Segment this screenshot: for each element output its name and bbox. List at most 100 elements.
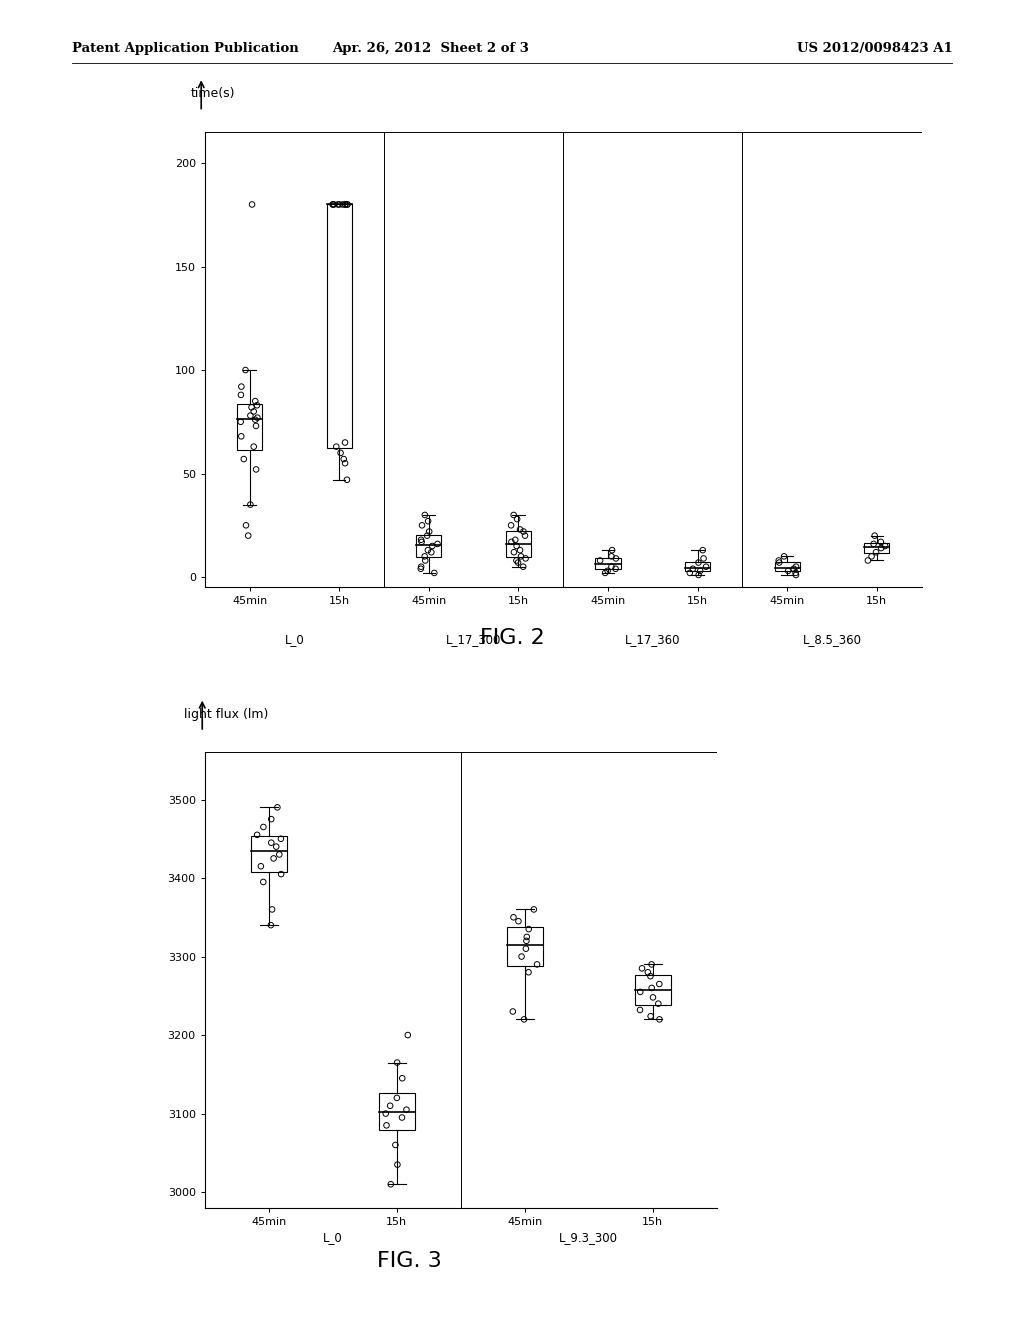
Point	[232, 384, 249, 405]
Point	[863, 545, 880, 566]
Point	[503, 515, 519, 536]
Point	[525, 899, 542, 920]
Point	[389, 1088, 406, 1109]
Point	[643, 977, 659, 998]
Point	[695, 548, 712, 569]
Point	[506, 541, 522, 562]
Point	[394, 1068, 411, 1089]
Point	[249, 824, 265, 845]
Point	[642, 1006, 658, 1027]
Point	[336, 449, 352, 470]
Point	[247, 391, 263, 412]
Point	[651, 973, 668, 994]
Point	[273, 863, 290, 884]
Point	[651, 1008, 668, 1030]
Point	[271, 843, 288, 865]
Point	[242, 494, 258, 515]
Point	[515, 521, 531, 543]
Point	[520, 919, 537, 940]
Point	[607, 548, 624, 569]
Point	[337, 194, 353, 215]
Point	[248, 459, 264, 480]
Point	[516, 1008, 532, 1030]
Point	[512, 519, 528, 540]
Point	[507, 529, 523, 550]
Bar	[635, 975, 671, 1006]
Point	[244, 194, 260, 215]
Point	[505, 1001, 521, 1022]
Bar	[416, 535, 441, 557]
Point	[517, 525, 534, 546]
Point	[682, 562, 698, 583]
Point	[331, 194, 347, 215]
Point	[645, 987, 662, 1008]
Point	[339, 194, 355, 215]
Point	[518, 927, 535, 948]
Point	[339, 194, 355, 215]
Point	[330, 194, 346, 215]
Point	[868, 541, 885, 562]
Point	[877, 536, 893, 557]
Point	[423, 541, 439, 562]
Point	[337, 453, 353, 474]
Point	[414, 531, 430, 552]
Point	[770, 550, 786, 572]
Point	[255, 871, 271, 892]
Point	[335, 194, 351, 215]
Point	[264, 899, 281, 920]
Point	[632, 981, 648, 1002]
Point	[429, 533, 445, 554]
Point	[508, 536, 524, 557]
Text: L_17_300: L_17_300	[445, 632, 502, 645]
Point	[632, 999, 648, 1020]
Point	[337, 194, 353, 215]
Point	[865, 533, 882, 554]
Point	[378, 1115, 394, 1137]
Point	[780, 560, 797, 581]
Point	[607, 558, 624, 579]
Point	[603, 545, 620, 566]
Bar	[596, 558, 621, 569]
Point	[265, 847, 282, 869]
Bar	[237, 404, 262, 450]
Point	[592, 550, 608, 572]
Point	[417, 504, 433, 525]
Point	[421, 521, 437, 543]
Point	[399, 1024, 416, 1045]
Point	[506, 504, 522, 525]
Point	[248, 416, 264, 437]
Text: L_9.3_300: L_9.3_300	[559, 1232, 618, 1245]
Text: US 2012/0098423 A1: US 2012/0098423 A1	[797, 42, 952, 55]
Text: L_0: L_0	[323, 1232, 343, 1245]
Point	[325, 194, 341, 215]
Point	[510, 911, 526, 932]
Point	[244, 397, 260, 418]
Point	[337, 432, 353, 453]
Point	[382, 1096, 398, 1117]
Text: L_0: L_0	[285, 632, 304, 645]
Point	[597, 562, 613, 583]
Text: L_17_360: L_17_360	[625, 632, 681, 645]
Point	[417, 550, 433, 572]
Point	[513, 946, 529, 968]
Text: FIG. 3: FIG. 3	[377, 1251, 442, 1271]
Bar	[327, 205, 351, 449]
Point	[503, 531, 519, 552]
Text: L_8.5_360: L_8.5_360	[803, 632, 861, 645]
Point	[603, 556, 620, 577]
Point	[510, 552, 526, 573]
Point	[509, 508, 525, 529]
Point	[419, 525, 435, 546]
Point	[690, 552, 707, 573]
Point	[420, 540, 436, 561]
Point	[512, 540, 528, 561]
Point	[233, 376, 250, 397]
Point	[243, 405, 259, 426]
Point	[599, 560, 615, 581]
Point	[787, 562, 804, 583]
Point	[424, 536, 440, 557]
Point	[249, 407, 265, 428]
Point	[698, 556, 715, 577]
Point	[866, 525, 883, 546]
Point	[398, 1100, 415, 1121]
